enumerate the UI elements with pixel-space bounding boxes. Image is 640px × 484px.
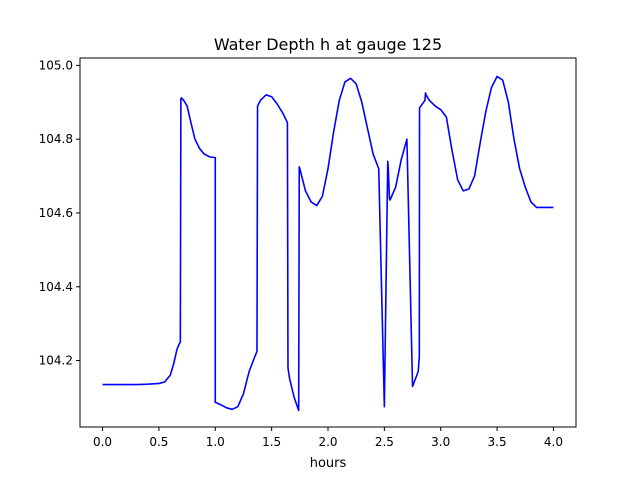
y-tick-label: 104.4 [39,280,73,294]
x-tick-label: 0.5 [149,435,168,449]
x-tick-label: 0.0 [93,435,112,449]
x-tick-label: 2.5 [375,435,394,449]
x-tick-label: 4.0 [544,435,563,449]
x-axis-label: hours [310,456,347,471]
y-tick-label: 104.2 [39,354,73,368]
x-tick-label: 2.0 [318,435,337,449]
y-tick-label: 104.6 [39,206,73,220]
x-tick-label: 1.5 [262,435,281,449]
x-tick-label: 1.0 [206,435,225,449]
y-axis: 104.2 104.4 104.6 104.8 105.0 [39,58,80,368]
x-axis: 0.0 0.5 1.0 1.5 2.0 2.5 3.0 3.5 4.0 [93,427,563,449]
plot-background [80,58,576,427]
x-tick-label: 3.5 [488,435,507,449]
series-layer [102,75,554,412]
chart-title: Water Depth h at gauge 125 [214,35,442,54]
x-tick-label: 3.0 [431,435,450,449]
plot-area [79,57,577,428]
water-depth-line [102,75,554,412]
y-tick-label: 105.0 [39,58,73,72]
y-tick-label: 104.8 [39,132,73,146]
